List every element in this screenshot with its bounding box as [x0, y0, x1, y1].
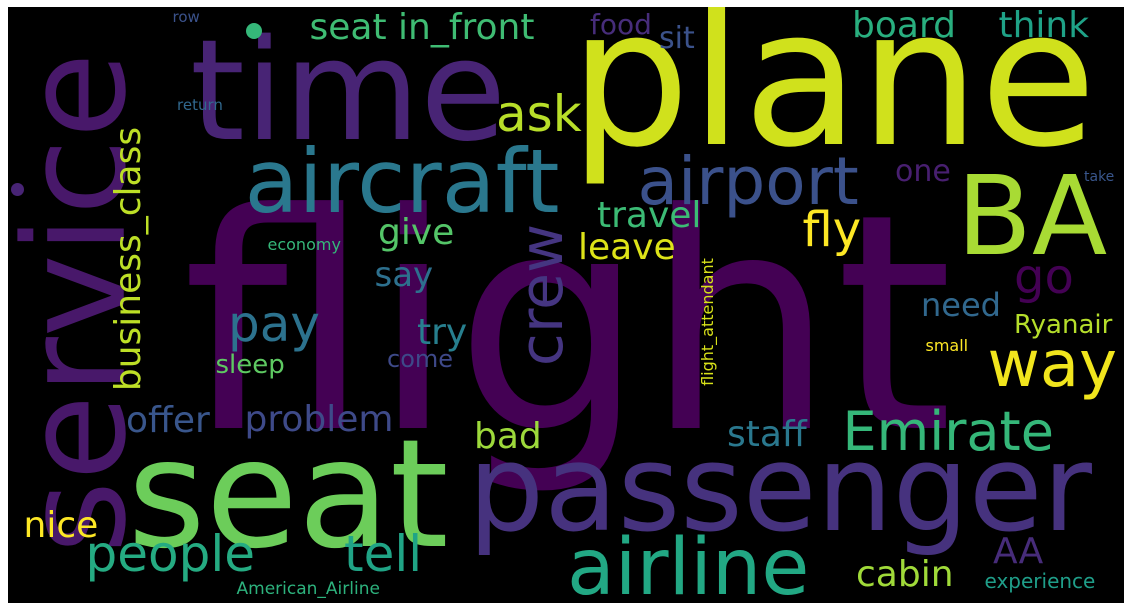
word-problem: problem — [244, 399, 394, 440]
word-aircraft: aircraft — [244, 130, 560, 233]
word-business-class: business_class — [108, 126, 150, 392]
word-ask: ask — [496, 85, 582, 143]
word-seat-in-front: seat in_front — [309, 7, 535, 48]
word-need: need — [921, 286, 1001, 324]
word-board: board — [852, 7, 956, 46]
word-think: think — [998, 7, 1090, 46]
word-leave: leave — [578, 227, 676, 268]
word-travel: travel — [597, 195, 702, 236]
word-airline: airline — [567, 523, 810, 603]
word-nice: nice — [23, 505, 99, 546]
word-time: time — [190, 10, 507, 173]
word-flight: flight — [182, 150, 954, 499]
word-one: one — [895, 154, 951, 189]
word-bad: bad — [474, 416, 542, 457]
word-tell: tell — [344, 525, 423, 583]
word-pay: pay — [228, 295, 320, 353]
word-small: small — [925, 336, 969, 355]
word-ryanair: Ryanair — [1014, 310, 1113, 340]
word-flight-attendant: flight_attendant — [697, 258, 717, 386]
word-american-airline: American_Airline — [236, 578, 380, 599]
word-cloud: flight plane seat time service passenger… — [8, 7, 1124, 603]
word-people: people — [85, 525, 255, 583]
word-crew: crew — [507, 223, 578, 367]
word-try: try — [417, 312, 468, 353]
dot-mark-2 — [11, 183, 24, 196]
word-offer: offer — [126, 400, 210, 441]
word-sleep: sleep — [215, 350, 285, 380]
word-economy: economy — [267, 235, 341, 254]
word-return: return — [177, 95, 223, 114]
word-go: go — [1014, 249, 1074, 305]
word-take: take — [1084, 169, 1115, 185]
word-emirate: Emirate — [842, 400, 1054, 463]
word-staff: staff — [727, 414, 807, 455]
word-airport: airport — [637, 143, 859, 220]
word-give: give — [378, 212, 455, 253]
word-sit: sit — [659, 21, 695, 56]
word-food: food — [590, 8, 652, 41]
word-passenger: passenger — [468, 420, 1092, 559]
word-row: row — [172, 7, 200, 26]
word-cabin: cabin — [856, 554, 954, 595]
word-seat: seat — [127, 408, 449, 582]
word-experience: experience — [984, 569, 1096, 593]
word-aa: AA — [993, 531, 1044, 572]
word-say: say — [374, 255, 434, 295]
word-way: way — [987, 328, 1117, 402]
word-plane: plane — [569, 7, 1097, 189]
word-ba: BA — [956, 152, 1108, 280]
word-come: come — [387, 345, 454, 373]
word-fly: fly — [802, 202, 862, 258]
dot-mark-1 — [246, 23, 262, 39]
